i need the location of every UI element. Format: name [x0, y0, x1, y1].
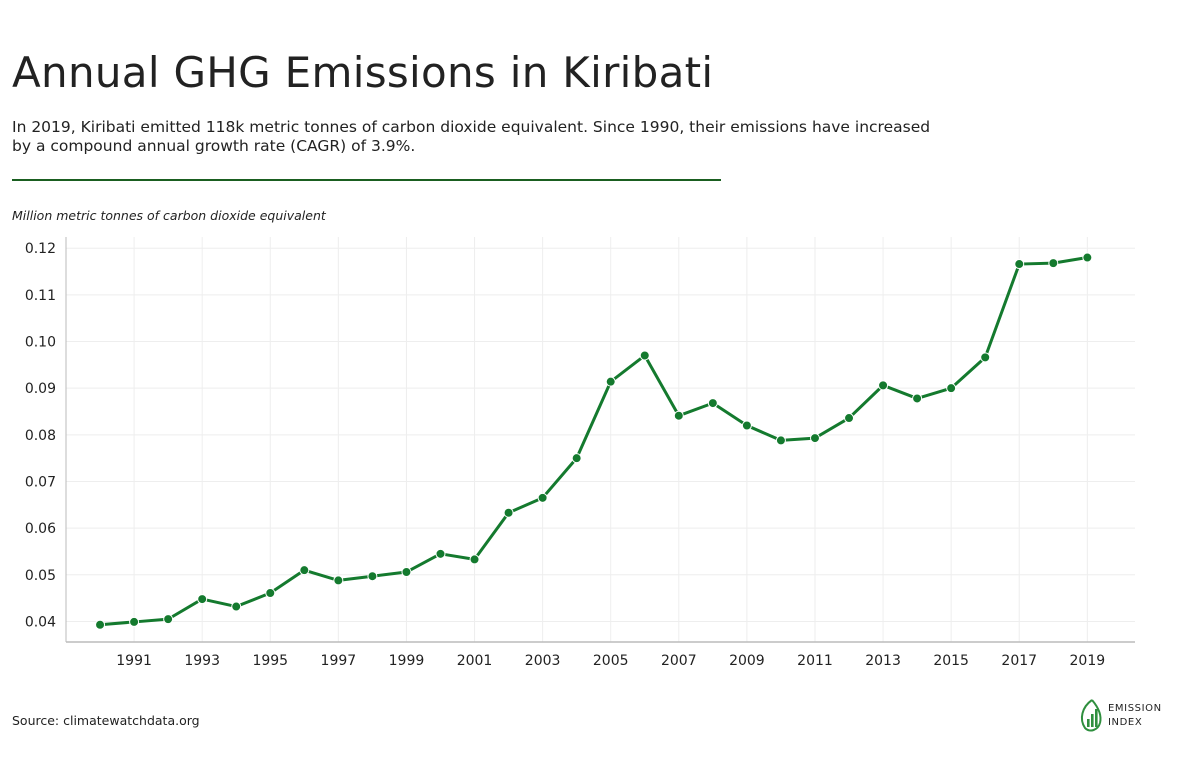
y-tick-label: 0.06: [25, 521, 56, 537]
data-point: [299, 565, 310, 576]
data-point: [673, 410, 684, 421]
x-tick-label: 2005: [593, 653, 629, 669]
x-tick-label: 1995: [252, 653, 288, 669]
chart-subtitle: In 2019, Kiribati emitted 118k metric to…: [12, 118, 931, 155]
title-divider: [12, 179, 721, 181]
data-point: [844, 413, 855, 424]
y-tick-label: 0.04: [25, 614, 56, 630]
chart-title: Annual GHG Emissions in Kiribati: [12, 48, 714, 97]
data-point: [435, 548, 446, 559]
data-point: [333, 575, 344, 586]
data-point: [231, 601, 242, 612]
x-tick-labels: 1991 1993 1995 1997 1999 2001 2003 2005 2007 2009…: [116, 653, 1105, 669]
leaf-chart-icon: [1080, 699, 1102, 732]
data-point: [775, 435, 786, 446]
series-line: [99, 256, 1088, 627]
y-tick-label: 0.07: [25, 474, 56, 490]
x-tick-label: 2013: [865, 653, 901, 669]
data-point: [537, 492, 548, 503]
data-point: [912, 393, 923, 404]
x-tick-label: 1991: [116, 653, 152, 669]
y-tick-label: 0.12: [25, 241, 56, 257]
logo-line-1: EMISSION: [1108, 703, 1162, 714]
y-tick-label: 0.09: [25, 381, 56, 397]
x-tick-label: 2001: [457, 653, 493, 669]
x-tick-label: 2009: [729, 653, 765, 669]
data-point: [503, 507, 514, 518]
y-tick-label: 0.08: [25, 428, 56, 444]
y-tick-label: 0.11: [25, 288, 56, 304]
logo-wordmark: EMISSION INDEX: [1108, 702, 1162, 730]
data-point: [980, 352, 991, 363]
data-point: [1048, 258, 1059, 269]
data-point: [878, 380, 889, 391]
axes: [65, 237, 1135, 643]
source-note: Source: climatewatchdata.org: [12, 713, 200, 728]
x-tick-label: 2011: [797, 653, 833, 669]
data-point: [571, 453, 582, 464]
x-tick-label: 2019: [1070, 653, 1106, 669]
data-point: [639, 350, 650, 361]
x-tick-label: 1993: [184, 653, 220, 669]
x-tick-label: 1997: [321, 653, 357, 669]
logo-line-2: INDEX: [1108, 717, 1143, 728]
line-chart: 0.04 0.05 0.06 0.07 0.08 0.09 0.10 0.11 0.12 199…: [25, 237, 1135, 669]
data-point: [741, 420, 752, 431]
data-point: [265, 588, 276, 599]
grid-lines: [66, 237, 1135, 642]
y-tick-labels: 0.04 0.05 0.06 0.07 0.08 0.09 0.10 0.11 0.12: [25, 241, 56, 630]
y-axis-unit-label: Million metric tonnes of carbon dioxide …: [12, 208, 326, 223]
data-point: [129, 616, 140, 627]
data-point: [163, 614, 174, 625]
data-series: [95, 252, 1093, 630]
data-point: [1014, 259, 1025, 270]
data-point: [401, 567, 412, 578]
x-tick-label: 1999: [389, 653, 425, 669]
data-point: [197, 594, 208, 605]
data-point: [469, 554, 480, 565]
y-tick-label: 0.10: [25, 335, 56, 351]
data-point: [1082, 252, 1093, 263]
x-tick-label: 2017: [1001, 653, 1037, 669]
data-point: [707, 398, 718, 409]
data-point: [946, 383, 957, 394]
y-tick-label: 0.05: [25, 568, 56, 584]
data-point: [605, 376, 616, 387]
x-tick-label: 2003: [525, 653, 561, 669]
x-tick-label: 2015: [933, 653, 969, 669]
data-point: [95, 619, 106, 630]
emission-index-logo: EMISSION INDEX: [1078, 697, 1178, 737]
data-point: [809, 433, 820, 444]
x-tick-label: 2007: [661, 653, 697, 669]
data-point: [367, 571, 378, 582]
